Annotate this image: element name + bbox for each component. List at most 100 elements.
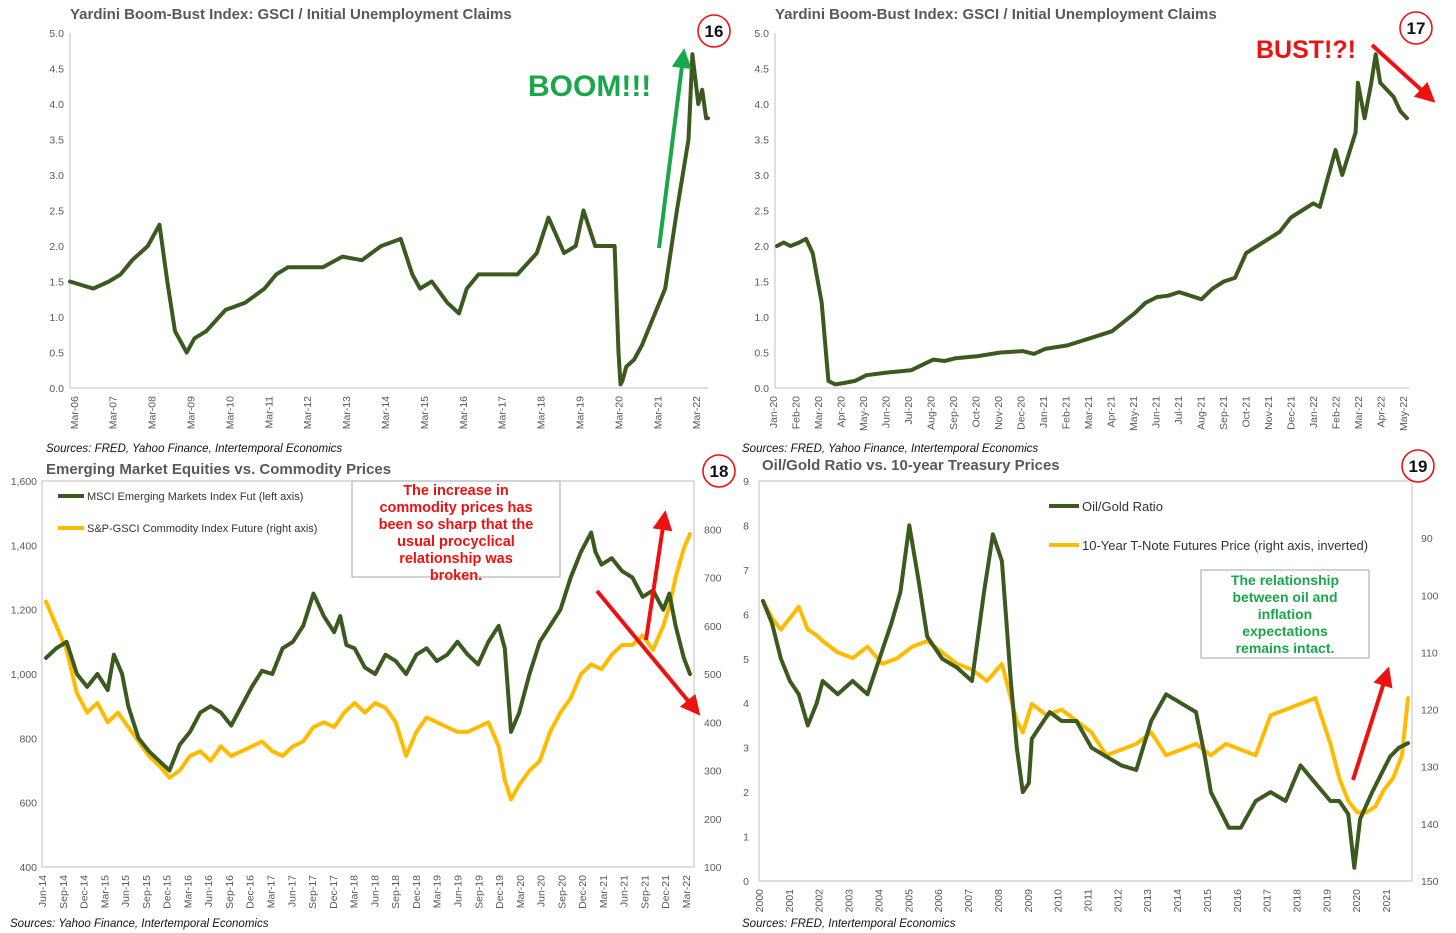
chart3-x-tick: Mar-20 <box>515 875 527 908</box>
chart2-x-tick: Jun-21 <box>1151 396 1163 428</box>
chart3-y-tick-left: 1,000 <box>11 669 37 681</box>
chart1-x-tick: Mar-20 <box>613 396 625 429</box>
chart4-x-tick: 2009 <box>1023 889 1035 913</box>
chart3-annotation-box <box>351 480 561 578</box>
chart2-x-tick: Sep-20 <box>948 396 960 430</box>
chart3-x-tick: Jun-16 <box>203 875 215 907</box>
chart3-series-commodity <box>44 532 692 802</box>
chart3-y-tick-right: 400 <box>704 717 722 729</box>
chart2-x-tick: Aug-20 <box>926 396 938 430</box>
chart3-x-tick: Jun-18 <box>369 875 381 907</box>
chart3-legend-label-msci: MSCI Emerging Markets Index Fut (left ax… <box>87 491 303 503</box>
chart2-source: Sources: FRED, Yahoo Finance, Intertempo… <box>742 443 1038 455</box>
chart2-x-tick: Sep-21 <box>1218 396 1230 430</box>
chart3-x-tick: Dec-18 <box>411 875 423 909</box>
chart3-y-tick-right: 100 <box>704 862 722 874</box>
chart2-y-tick: 3.5 <box>754 135 769 147</box>
chart4-y-tick-right: 90 <box>1421 533 1433 545</box>
chart3-x-tick: Sep-20 <box>556 875 568 909</box>
chart1-y-tick: 2.0 <box>49 241 64 253</box>
chart4-source: Sources: FRED, Intertemporal Economics <box>742 918 956 930</box>
chart4-y-tick-right: 120 <box>1421 705 1439 717</box>
chart2-x-tick: Dec-21 <box>1286 396 1298 430</box>
chart4-y-tick-left: 9 <box>743 476 749 488</box>
chart4-x-tick: 2012 <box>1112 889 1124 913</box>
chart4-x-tick: 2014 <box>1172 889 1184 913</box>
chart4-x-tick: 2000 <box>754 889 766 913</box>
chart1-y-tick: 1.0 <box>49 312 64 324</box>
chart3-y-tick-right: 600 <box>704 621 722 633</box>
chart2-x-tick: Jan-22 <box>1308 396 1320 428</box>
chart1-badge: 16 <box>705 22 724 41</box>
chart4-annotation-box <box>1200 569 1370 659</box>
chart3-x-tick: Mar-21 <box>598 875 610 908</box>
chart4-y-tick-right: 140 <box>1421 819 1439 831</box>
chart1-x-tick: Mar-14 <box>380 396 392 429</box>
chart4-x-tick: 2003 <box>844 889 856 913</box>
chart2-x-tick: Feb-21 <box>1061 396 1073 429</box>
chart2-x-tick: Apr-20 <box>836 396 848 428</box>
chart3-x-tick: Sep-14 <box>58 875 70 909</box>
chart1-y-tick: 2.5 <box>49 206 64 218</box>
chart4-y-tick-left: 4 <box>743 698 749 710</box>
chart2-y-tick: 4.0 <box>754 99 769 111</box>
chart4-x-tick: 2018 <box>1292 889 1304 913</box>
chart1-x-tick: Mar-15 <box>419 396 431 429</box>
chart4-x-tick: 2010 <box>1053 889 1065 913</box>
chart4-annotation-line: The relationship <box>1231 572 1339 588</box>
chart3-y-tick-right: 700 <box>704 573 722 585</box>
chart4-y-tick-left: 3 <box>743 743 749 755</box>
chart2-x-tick: Feb-22 <box>1331 396 1343 429</box>
chart4-x-tick: 2008 <box>993 889 1005 913</box>
chart2-x-tick: Mar-22 <box>1353 396 1365 429</box>
chart3-x-tick: Jun-21 <box>619 875 631 907</box>
chart2-y-tick: 1.0 <box>754 312 769 324</box>
chart2-title: Yardini Boom-Bust Index: GSCI / Initial … <box>775 6 1217 23</box>
chart1-y-tick: 5.0 <box>49 28 64 40</box>
chart4-x-tick: 2011 <box>1082 889 1094 912</box>
chart2-x-tick: Oct-20 <box>971 396 983 428</box>
chart1-x-tick: Mar-19 <box>575 396 587 429</box>
chart4-x-tick: 2016 <box>1232 889 1244 913</box>
chart3-y-tick-left: 1,400 <box>11 540 37 552</box>
chart4-y-tick-left: 5 <box>743 654 749 666</box>
chart3-y-tick-right: 300 <box>704 766 722 778</box>
chart2-x-tick: Apr-22 <box>1376 396 1388 428</box>
chart1-badge-circle <box>697 14 731 48</box>
chart4-x-tick: 2020 <box>1351 889 1363 913</box>
chart3-annotation-line: usual procyclical <box>397 534 515 550</box>
chart1-x-tick: Mar-13 <box>341 396 353 429</box>
chart1-y-tick: 3.5 <box>49 135 64 147</box>
chart2-x-tick: Mar-20 <box>813 396 825 429</box>
chart2-badge: 17 <box>1407 19 1426 38</box>
chart1-x-tick: Mar-21 <box>652 396 664 429</box>
chart2-x-tick: May-22 <box>1398 396 1410 431</box>
chart4-x-tick: 2013 <box>1142 889 1154 913</box>
chart3-y-tick-left: 400 <box>19 862 37 874</box>
chart4-badge-circle <box>1401 449 1435 483</box>
chart1-source: Sources: FRED, Yahoo Finance, Intertempo… <box>46 443 342 455</box>
chart4-x-tick: 2015 <box>1202 889 1214 913</box>
chart3-x-tick: Jun-19 <box>452 875 464 907</box>
chart2-x-tick: Oct-21 <box>1241 396 1253 428</box>
chart3-x-tick: Mar-15 <box>99 875 111 908</box>
chart3-x-tick: Dec-21 <box>660 875 672 909</box>
chart2-annotation: BUST!?! <box>1256 36 1356 64</box>
chart4-x-tick: 2001 <box>784 889 796 913</box>
chart2-y-tick: 3.0 <box>754 170 769 182</box>
chart4-annotation-arrow <box>1351 666 1393 781</box>
chart3-x-tick: Jun-17 <box>286 875 298 907</box>
chart2-y-tick: 2.0 <box>754 241 769 253</box>
chart3-x-tick: Jun-20 <box>536 875 548 907</box>
chart1-series-line <box>68 52 710 387</box>
chart2-y-tick: 2.5 <box>754 206 769 218</box>
chart3-badge: 18 <box>710 462 729 481</box>
chart3-x-tick: Mar-16 <box>182 875 194 908</box>
chart3-annotation-arrow-up <box>644 510 673 641</box>
chart1-annotation-arrow <box>657 48 692 249</box>
chart4-x-tick: 2021 <box>1381 889 1393 913</box>
chart4-x-tick: 2005 <box>903 889 915 913</box>
chart3-x-tick: Sep-15 <box>141 875 153 909</box>
chart3-x-tick: Dec-17 <box>328 875 340 909</box>
chart3-annotation-line: The increase in <box>403 483 509 499</box>
